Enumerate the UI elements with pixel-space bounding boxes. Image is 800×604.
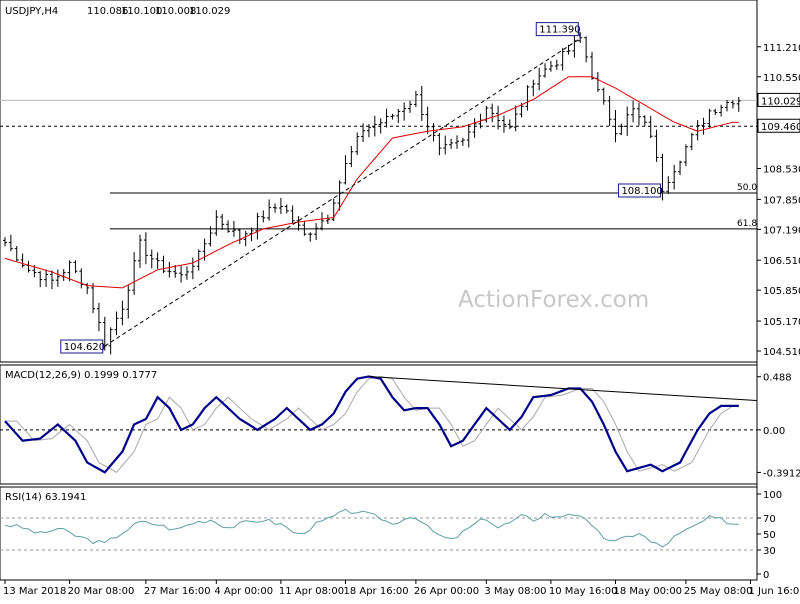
annotation-label: 108.100 (621, 186, 662, 197)
trendlines: 111.390 108.100 104.620 (60, 22, 663, 354)
annotation-box (617, 183, 661, 198)
axis-labels: 111.210 110.550 108.530 107.850 107.190 106.5… (3, 43, 800, 597)
rsi-panel-frame (0, 486, 758, 581)
rising-trendline (104, 38, 581, 347)
annotation-label: 111.390 (539, 25, 580, 36)
fib-level-label: 50.0 (737, 183, 757, 193)
macd-label: MACD(12,26,9) 0.1999 0.1777 (5, 370, 157, 381)
current-price-tag: 110.029 (761, 96, 800, 107)
price-axis-tick: 105.170 (763, 317, 800, 328)
price-axis-tick: 111.210 (763, 43, 800, 54)
symbol-label: USDJPY,H4 (5, 6, 58, 17)
x-axis-tick: 27 Mar 16:00 (144, 586, 211, 597)
x-axis-tick: 18 Apr 16:00 (343, 586, 408, 597)
x-axis-tick: 3 May 08:00 (484, 586, 546, 597)
x-axis-tick: 18 May 00:00 (613, 586, 682, 597)
x-axis-tick: 11 Apr 08:00 (279, 586, 344, 597)
price-axis-tick: 104.510 (763, 347, 800, 358)
x-axis-tick: 13 Mar 2018 (3, 586, 66, 597)
macd-axis-tick: 0.488 (763, 373, 792, 384)
rsi-axis-tick: 100 (763, 490, 782, 501)
support-price-tag-box (757, 118, 800, 133)
x-axis-tick: 25 May 08:00 (684, 586, 753, 597)
annotation-box (535, 22, 579, 37)
current-price-tag-box (757, 92, 800, 107)
ohlc-high: 110.100 (121, 6, 162, 17)
rsi-label: RSI(14) 63.1941 (5, 492, 86, 503)
price-axis-tick: 108.530 (763, 164, 800, 175)
rsi-axis-tick: 30 (763, 546, 776, 557)
price-axis-tick: 110.550 (763, 73, 800, 84)
rsi-axis-tick: 70 (763, 514, 776, 525)
price-axis-tick: 107.190 (763, 225, 800, 236)
x-axis-tick: 10 May 16:00 (549, 586, 618, 597)
watermark: ActionForex.com (458, 287, 649, 313)
x-axis-tick: 20 Mar 08:00 (68, 586, 135, 597)
ma-line (4, 76, 739, 289)
rsi-axis-tick: 0 (763, 570, 769, 581)
rsi-line (4, 508, 739, 548)
price-bars (3, 32, 741, 355)
fib-level-label: 61.8 (737, 219, 757, 229)
moving-average (4, 76, 739, 289)
macd-signal-line (5, 375, 739, 473)
x-axis-tick: 4 Apr 00:00 (214, 586, 273, 597)
reference-lines: 50.0 61.8 (0, 99, 757, 230)
ohlc-open: 110.086 (87, 6, 128, 17)
macd-axis-tick: -0.3912 (763, 468, 800, 479)
x-axis-tick: 1 Jun 16:00 (748, 586, 800, 597)
price-axis-tick: 105.850 (763, 286, 800, 297)
annotation-label: 104.620 (64, 342, 105, 353)
ohlc-low: 110.008 (155, 6, 196, 17)
ohlc-close: 110.029 (189, 6, 230, 17)
rsi-axis-tick: 50 (763, 530, 776, 541)
macd-line (4, 375, 739, 474)
price-axis-tick: 107.850 (763, 195, 800, 206)
indicator-lines (0, 375, 757, 551)
x-axis-tick: 26 Apr 00:00 (414, 586, 479, 597)
macd-trendline (368, 376, 757, 401)
price-axis-tick: 106.510 (763, 256, 800, 267)
annotation-box (60, 339, 104, 354)
support-price-tag: 109.460 (761, 122, 800, 133)
macd-axis-tick: 0.00 (763, 426, 785, 437)
